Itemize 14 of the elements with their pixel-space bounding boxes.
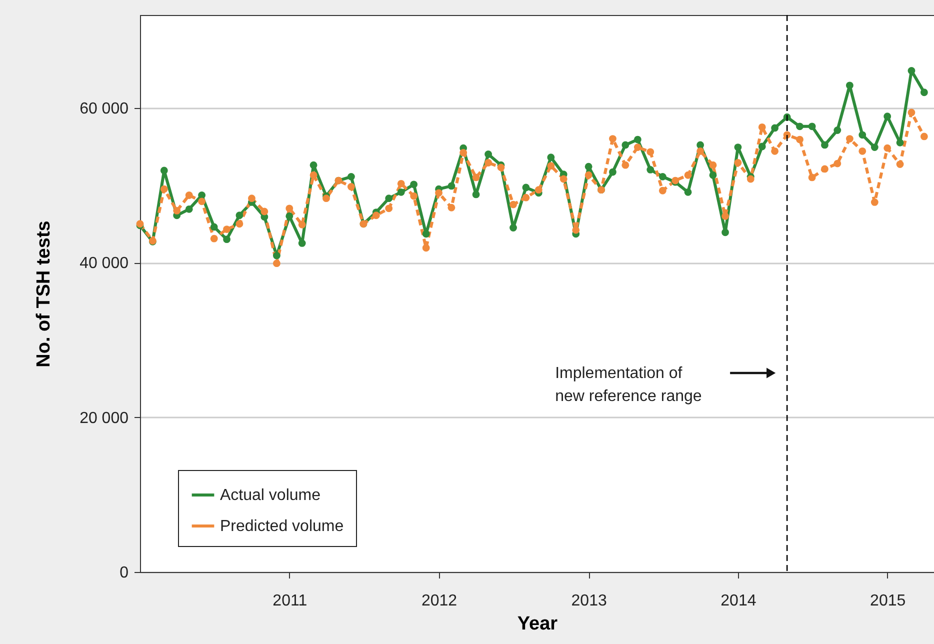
x-axis-title: Year: [517, 614, 558, 634]
x-tick-label: 2014: [720, 592, 756, 610]
y-tick-label: 0: [120, 564, 129, 582]
x-tick-label: 2012: [421, 592, 458, 610]
legend-label: Predicted volume: [220, 518, 344, 535]
annotation: Implementation of new reference range: [555, 365, 702, 405]
y-tick-label: 40 000: [80, 255, 129, 272]
y-tick-label: 20 000: [80, 410, 129, 427]
y-tick-label: 60 000: [80, 100, 129, 118]
x-tick-label: 2011: [272, 592, 308, 610]
x-tick-label: 2013: [571, 592, 607, 610]
x-tick-label: 2015: [870, 592, 906, 610]
legend-label: Actual volume: [220, 487, 321, 504]
y-axis-title: No. of TSH tests: [34, 220, 55, 368]
